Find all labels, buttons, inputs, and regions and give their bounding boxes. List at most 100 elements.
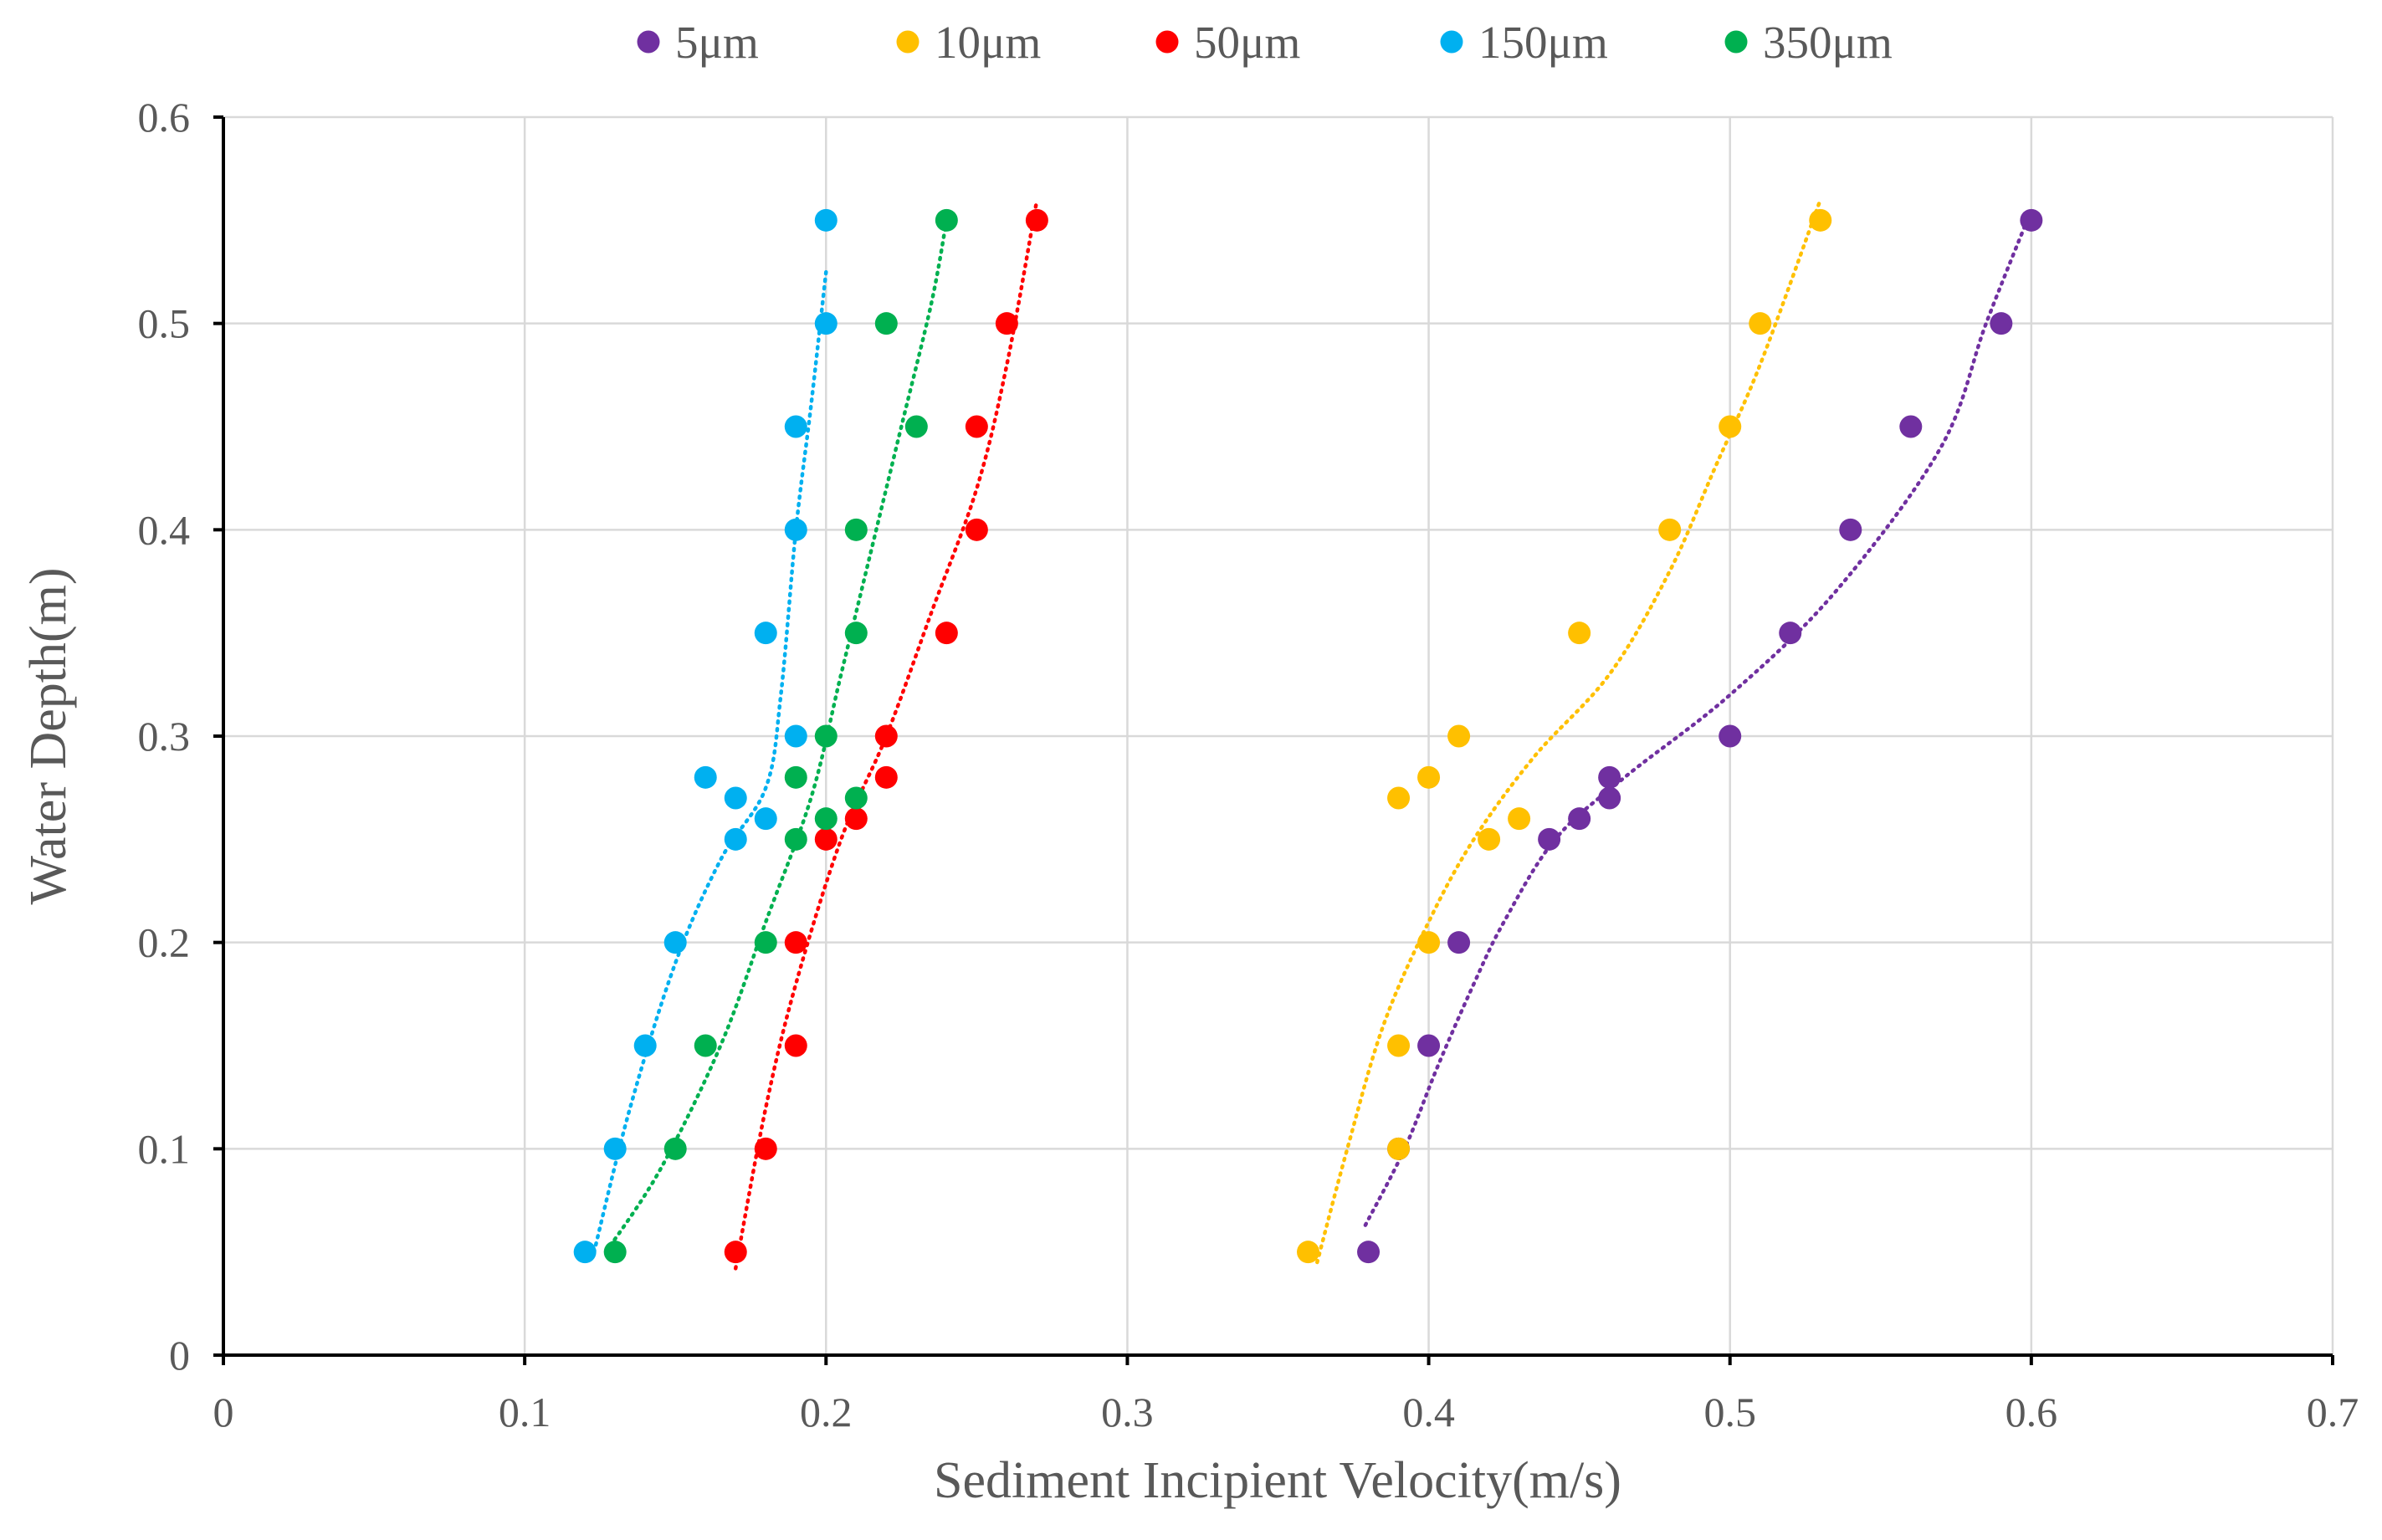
data-point-series-0 [1839, 518, 1862, 541]
data-point-series-0 [1779, 622, 1802, 645]
y-tick-label: 0.6 [138, 94, 191, 141]
data-point-series-2 [874, 765, 898, 789]
legend-label-series-2: 50μm [1194, 17, 1300, 68]
data-point-series-0 [1568, 807, 1591, 831]
data-point-series-1 [1568, 622, 1591, 645]
x-tick-label: 0.5 [1703, 1389, 1756, 1435]
data-point-series-0 [1899, 415, 1923, 438]
data-point-series-0 [1990, 312, 2013, 335]
data-point-series-4 [844, 786, 868, 810]
data-point-series-3 [784, 724, 807, 748]
data-point-series-0 [1357, 1241, 1381, 1264]
data-point-series-4 [694, 1034, 717, 1057]
data-point-series-1 [1719, 415, 1742, 438]
data-point-series-3 [754, 622, 777, 645]
y-axis-title: Water Depth(m) [20, 568, 77, 905]
data-point-series-4 [784, 765, 807, 789]
data-point-series-3 [603, 1137, 627, 1160]
data-point-series-2 [965, 518, 988, 541]
data-point-series-0 [2020, 208, 2043, 232]
data-point-series-0 [1417, 1034, 1441, 1057]
data-point-series-1 [1508, 807, 1531, 831]
data-point-series-0 [1598, 765, 1621, 789]
data-point-series-1 [1387, 786, 1411, 810]
data-point-series-2 [1025, 208, 1048, 232]
data-point-series-2 [724, 1241, 747, 1264]
y-tick-label: 0.2 [138, 919, 191, 966]
data-point-series-4 [663, 1137, 687, 1160]
data-point-series-4 [904, 415, 928, 438]
data-point-series-2 [965, 415, 988, 438]
gridlines [223, 115, 2334, 1355]
data-point-series-4 [814, 724, 838, 748]
legend-label-series-1: 10μm [935, 17, 1041, 68]
y-tick-labels: 0 0.1 0.2 0.3 0.4 0.5 0.6 [138, 94, 191, 1379]
x-tick-label: 0.4 [1402, 1389, 1455, 1435]
data-point-series-4 [874, 312, 898, 335]
y-tick-label: 0.1 [138, 1125, 191, 1172]
x-tick-label: 0.2 [800, 1389, 853, 1435]
data-point-series-3 [754, 807, 777, 831]
legend-marker-series-2 [1155, 30, 1179, 54]
data-points [573, 208, 2043, 1264]
data-point-series-4 [935, 208, 958, 232]
data-point-series-3 [573, 1241, 597, 1264]
trendline-series-1 [1315, 197, 1823, 1265]
data-point-series-3 [814, 208, 838, 232]
data-point-series-3 [724, 827, 747, 851]
data-point-series-3 [784, 415, 807, 438]
data-point-series-1 [1387, 1034, 1411, 1057]
data-point-series-3 [663, 931, 687, 954]
data-point-series-2 [784, 1034, 807, 1057]
x-tick-label: 0 [213, 1389, 234, 1435]
data-point-series-1 [1417, 931, 1441, 954]
data-point-series-4 [603, 1241, 627, 1264]
data-point-series-1 [1658, 518, 1682, 541]
trendlines [592, 197, 2034, 1271]
data-point-series-4 [844, 518, 868, 541]
data-point-series-2 [935, 622, 958, 645]
legend-label-series-0: 5μm [675, 17, 759, 68]
data-point-series-4 [784, 827, 807, 851]
y-tick-label: 0.4 [138, 506, 191, 553]
x-axis-title: Sediment Incipient Velocity(m/s) [934, 1452, 1621, 1509]
trendline-series-3 [592, 269, 828, 1254]
data-point-series-1 [1417, 765, 1441, 789]
x-tick-labels: 0 0.1 0.2 0.3 0.4 0.5 0.6 0.7 [213, 1389, 2359, 1435]
data-point-series-2 [844, 807, 868, 831]
legend: 5μm 10μm 50μm 150μm 350μm [637, 17, 1893, 68]
axes [213, 115, 2334, 1365]
data-point-series-2 [754, 1137, 777, 1160]
data-point-series-1 [1447, 724, 1471, 748]
data-point-series-2 [995, 312, 1018, 335]
legend-marker-series-1 [896, 30, 920, 54]
data-point-series-0 [1598, 786, 1621, 810]
data-point-series-3 [633, 1034, 657, 1057]
data-point-series-2 [814, 827, 838, 851]
data-point-series-3 [784, 518, 807, 541]
data-point-series-1 [1387, 1137, 1411, 1160]
x-tick-label: 0.7 [2307, 1389, 2359, 1435]
y-tick-label: 0 [169, 1332, 190, 1379]
legend-label-series-4: 350μm [1763, 17, 1893, 68]
data-point-series-0 [1447, 931, 1471, 954]
data-point-series-1 [1749, 312, 1772, 335]
x-tick-label: 0.6 [2005, 1389, 2058, 1435]
data-point-series-1 [1809, 208, 1832, 232]
y-tick-label: 0.5 [138, 300, 191, 347]
trendline-series-0 [1363, 207, 2034, 1227]
legend-marker-series-3 [1440, 30, 1463, 54]
data-point-series-3 [814, 312, 838, 335]
y-tick-label: 0.3 [138, 713, 191, 760]
data-point-series-4 [814, 807, 838, 831]
data-point-series-1 [1297, 1241, 1320, 1264]
data-point-series-0 [1719, 724, 1742, 748]
data-point-series-4 [754, 931, 777, 954]
data-point-series-3 [724, 786, 747, 810]
legend-marker-series-4 [1724, 30, 1748, 54]
legend-marker-series-0 [637, 30, 660, 54]
data-point-series-3 [694, 765, 717, 789]
legend-label-series-3: 150μm [1478, 17, 1608, 68]
data-point-series-1 [1478, 827, 1501, 851]
data-point-series-2 [784, 931, 807, 954]
